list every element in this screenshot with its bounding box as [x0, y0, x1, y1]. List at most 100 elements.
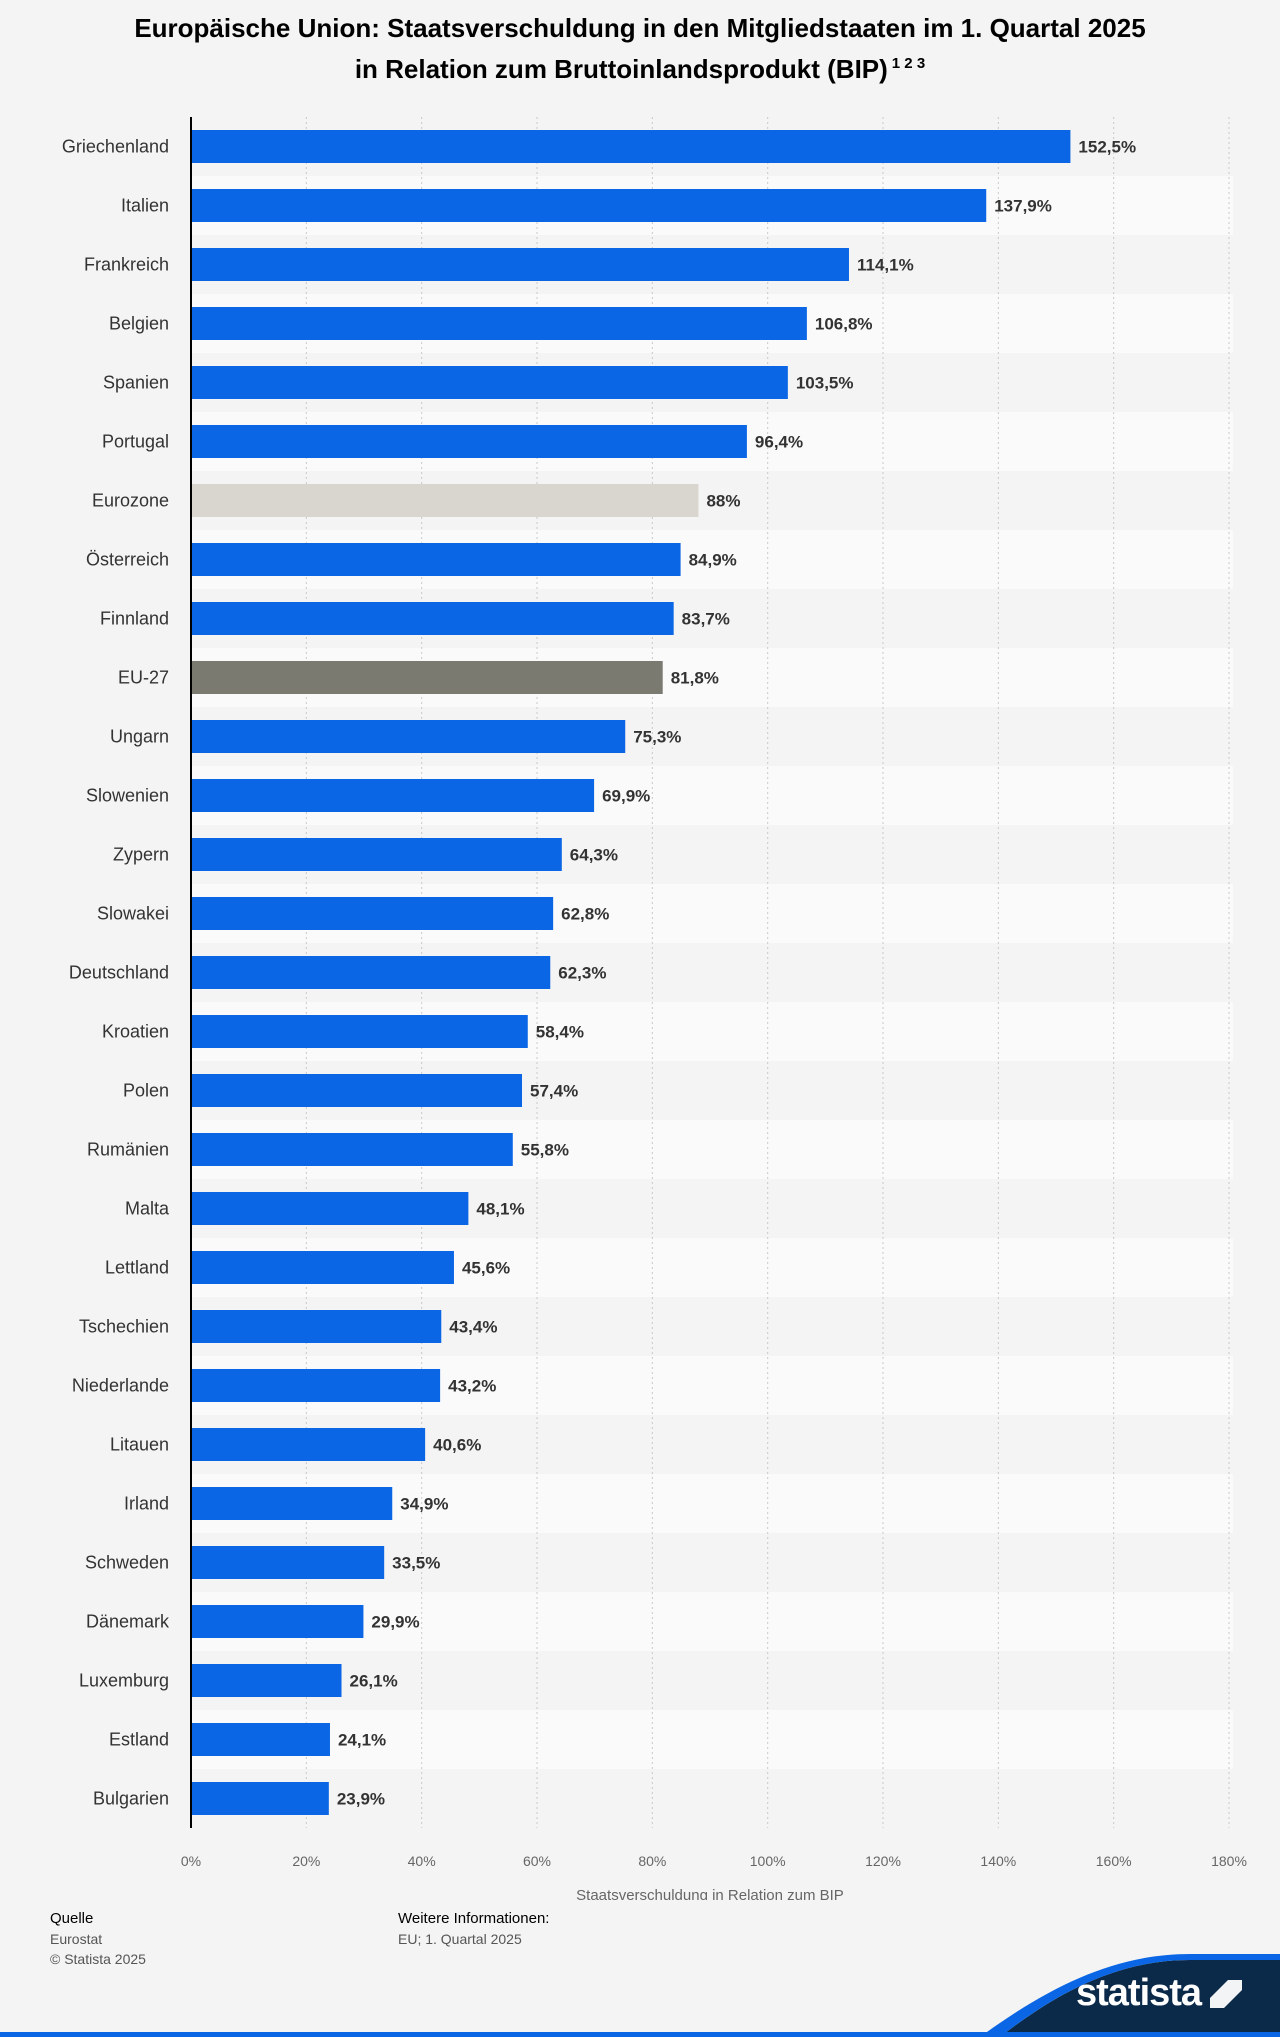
category-label: Slowakei	[97, 904, 169, 924]
category-label: Portugal	[102, 432, 169, 452]
category-label: Spanien	[103, 373, 169, 393]
title-footnotes: 1 2 3	[891, 55, 926, 73]
category-label: Belgien	[109, 314, 169, 334]
x-tick-label: 160%	[1096, 1853, 1132, 1869]
category-label: Kroatien	[102, 1022, 169, 1042]
category-label: Malta	[125, 1199, 170, 1219]
x-tick-label: 100%	[750, 1853, 786, 1869]
value-label: 88%	[706, 492, 740, 511]
bar	[192, 1782, 329, 1815]
bar	[192, 1546, 385, 1579]
value-label: 96,4%	[755, 433, 803, 452]
value-label: 26,1%	[350, 1672, 398, 1691]
category-label: Niederlande	[72, 1376, 169, 1396]
value-label: 69,9%	[602, 787, 650, 806]
category-label: Deutschland	[69, 963, 169, 983]
value-label: 33,5%	[392, 1554, 440, 1573]
x-tick-label: 80%	[638, 1853, 666, 1869]
x-tick-label: 20%	[292, 1853, 320, 1869]
chart-title-line-2-text: in Relation zum Bruttoinlandsprodukt (BI…	[354, 54, 888, 84]
bar	[192, 838, 562, 871]
category-label: Griechenland	[62, 137, 169, 157]
bar	[192, 602, 674, 635]
category-label: Schweden	[85, 1553, 169, 1573]
x-tick-label: 180%	[1211, 1853, 1247, 1869]
value-label: 45,6%	[462, 1259, 510, 1278]
value-label: 34,9%	[400, 1495, 448, 1514]
chart-title: Europäische Union: Staatsverschuldung in…	[40, 8, 1240, 90]
source-label: Quelle	[50, 1910, 94, 1927]
value-label: 62,3%	[558, 964, 606, 983]
bar	[192, 1723, 330, 1756]
value-label: 40,6%	[433, 1436, 481, 1455]
bar	[192, 1664, 342, 1697]
chart-title-line-1: Europäische Union: Staatsverschuldung in…	[134, 13, 1146, 43]
value-label: 55,8%	[521, 1141, 569, 1160]
value-label: 114,1%	[857, 256, 914, 275]
source-value: Eurostat	[50, 1931, 103, 1947]
bar	[192, 720, 626, 753]
bar	[192, 1074, 523, 1107]
category-label: Bulgarien	[93, 1789, 169, 1809]
bar	[192, 1192, 469, 1225]
category-label: Frankreich	[84, 255, 169, 275]
bar	[192, 543, 681, 576]
category-label: Irland	[124, 1494, 169, 1514]
row-stripe	[191, 1592, 1233, 1651]
value-label: 23,9%	[337, 1790, 385, 1809]
value-label: 64,3%	[570, 846, 618, 865]
bar	[192, 425, 747, 458]
value-label: 75,3%	[633, 728, 681, 747]
category-label: Zypern	[113, 845, 169, 865]
x-tick-label: 40%	[408, 1853, 436, 1869]
category-label: Luxemburg	[79, 1671, 169, 1691]
x-axis-label: Staatsverschuldung in Relation zum BIP	[576, 1887, 844, 1900]
info-value: EU; 1. Quartal 2025	[398, 1931, 522, 1947]
category-label: Estland	[109, 1730, 169, 1750]
category-label: Österreich	[86, 550, 169, 570]
bar	[192, 1133, 513, 1166]
bar	[192, 307, 807, 340]
category-label: Litauen	[110, 1435, 169, 1455]
category-label: Polen	[123, 1081, 169, 1101]
bar	[192, 130, 1071, 163]
bar	[192, 1605, 364, 1638]
value-label: 43,2%	[448, 1377, 496, 1396]
category-label: Ungarn	[110, 727, 169, 747]
bar	[192, 1251, 454, 1284]
category-label: Italien	[121, 196, 169, 216]
bar	[192, 897, 554, 930]
value-label: 62,8%	[561, 905, 609, 924]
value-label: 48,1%	[476, 1200, 524, 1219]
bottom-bar	[0, 2032, 1280, 2037]
bar	[192, 661, 663, 694]
bar	[192, 189, 987, 222]
logo-band-accent	[980, 1954, 1280, 2037]
value-label: 137,9%	[994, 197, 1052, 216]
chart-title-line-2: in Relation zum Bruttoinlandsprodukt (BI…	[40, 49, 1240, 90]
value-label: 103,5%	[796, 374, 854, 393]
x-tick-label: 120%	[865, 1853, 901, 1869]
bar	[192, 779, 595, 812]
statista-logo-text: statista	[1076, 1972, 1202, 2014]
value-label: 24,1%	[338, 1731, 386, 1750]
value-label: 106,8%	[815, 315, 873, 334]
category-label: Finnland	[100, 609, 169, 629]
bar	[192, 248, 849, 281]
value-label: 58,4%	[536, 1023, 584, 1042]
bar	[192, 956, 551, 989]
category-label: Eurozone	[92, 491, 169, 511]
value-label: 83,7%	[682, 610, 730, 629]
x-tick-label: 140%	[980, 1853, 1016, 1869]
bar	[192, 1369, 441, 1402]
bar	[192, 366, 788, 399]
bar-chart: 0% 20% 40% 60% 80% 100% 120% 140% 160% 180% Griech…	[62, 117, 1247, 1900]
category-label: Rumänien	[87, 1140, 169, 1160]
category-label: Lettland	[105, 1258, 169, 1278]
category-label: Dänemark	[86, 1612, 170, 1632]
value-label: 29,9%	[371, 1613, 419, 1632]
value-label: 81,8%	[671, 669, 719, 688]
copyright-text: © Statista 2025	[50, 1951, 146, 1967]
value-label: 57,4%	[530, 1082, 578, 1101]
x-tick-label: 0%	[181, 1853, 201, 1869]
